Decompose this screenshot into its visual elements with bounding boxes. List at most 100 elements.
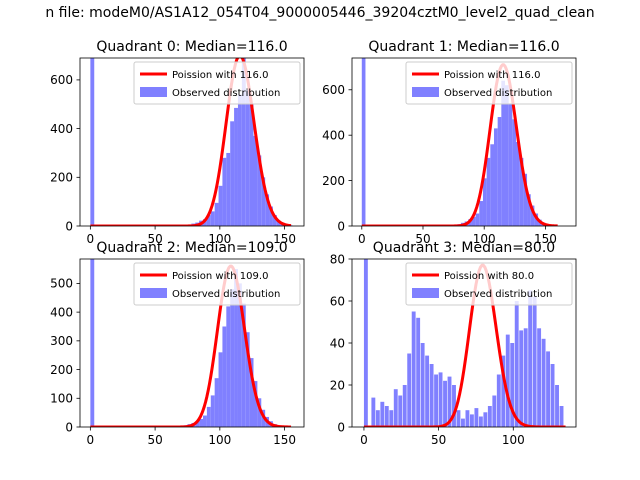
hist-bar bbox=[447, 376, 452, 427]
y-tick-label: 300 bbox=[50, 334, 73, 348]
x-tick-label: 50 bbox=[431, 433, 446, 447]
legend-label: Observed distribution bbox=[444, 88, 552, 99]
y-tick-label: 400 bbox=[50, 122, 73, 136]
legend-label: Observed distribution bbox=[172, 88, 280, 99]
hist-bar bbox=[443, 380, 447, 427]
subplot-1: 0 50 100 150 0 200 400 600 Quadrant 1: Median=11… bbox=[322, 39, 577, 246]
hist-bar bbox=[249, 104, 254, 226]
hist-bar bbox=[416, 317, 421, 427]
y-tick-label: 20 bbox=[330, 378, 345, 392]
hist-bar bbox=[245, 89, 250, 226]
hist-bar bbox=[203, 219, 207, 226]
hist-bar bbox=[528, 290, 533, 427]
hist-bar bbox=[210, 211, 215, 226]
hist-bar bbox=[257, 398, 262, 427]
y-tick-label: 0 bbox=[65, 420, 73, 434]
hist-bar bbox=[272, 215, 277, 226]
hist-bar bbox=[550, 364, 555, 427]
legend-box bbox=[133, 262, 301, 306]
y-tick-label: 60 bbox=[330, 294, 345, 308]
subplot-title: Quadrant 3: Median=80.0 bbox=[373, 240, 555, 256]
hist-bar bbox=[429, 364, 434, 427]
y-tick-label: 40 bbox=[330, 336, 345, 350]
hist-bar bbox=[253, 381, 258, 427]
hist-bar bbox=[523, 328, 528, 427]
hist-bar bbox=[222, 157, 227, 226]
hist-bar bbox=[371, 397, 376, 427]
hist-bar bbox=[469, 414, 474, 427]
hist-bar bbox=[501, 80, 506, 226]
y-tick-label: 500 bbox=[50, 277, 73, 291]
hist-bar bbox=[218, 352, 223, 427]
x-tick-label: 100 bbox=[502, 433, 525, 447]
hist-bar bbox=[389, 410, 394, 427]
hist-bar bbox=[265, 194, 270, 226]
hist-bar bbox=[501, 355, 506, 427]
hist-bar bbox=[452, 385, 456, 427]
hist-bar bbox=[90, 259, 95, 427]
hist-bar bbox=[527, 194, 531, 226]
x-tick-label: 0 bbox=[87, 232, 95, 246]
x-tick-label: 0 bbox=[358, 232, 366, 246]
hist-bar bbox=[474, 408, 479, 427]
hist-bar bbox=[257, 155, 262, 226]
hist-bar bbox=[471, 216, 476, 226]
hist-bar bbox=[493, 128, 498, 226]
poisson-line bbox=[90, 264, 292, 427]
x-tick-label: 50 bbox=[147, 232, 162, 246]
hist-bar bbox=[438, 372, 443, 427]
x-tick-label: 150 bbox=[534, 232, 557, 246]
hist-bar bbox=[384, 406, 389, 427]
y-tick-label: 80 bbox=[330, 252, 345, 266]
hist-bar bbox=[516, 142, 520, 226]
hist-bar bbox=[508, 103, 513, 226]
hist-bar bbox=[411, 311, 416, 427]
x-tick-label: 150 bbox=[273, 433, 296, 447]
legend-box bbox=[133, 61, 301, 105]
legend-label: Poission with 116.0 bbox=[172, 70, 268, 81]
hist-bar bbox=[479, 201, 483, 226]
hist-bar bbox=[237, 283, 242, 427]
hist-bar bbox=[475, 213, 480, 226]
legend-patch-swatch bbox=[140, 87, 167, 97]
hist-bar bbox=[530, 205, 535, 226]
x-tick-label: 0 bbox=[360, 433, 368, 447]
hist-bar bbox=[407, 353, 412, 427]
x-tick-label: 150 bbox=[273, 232, 296, 246]
legend-label: Poission with 109.0 bbox=[172, 271, 268, 282]
subplot-3: 0 50 100 0 20 40 60 80 Quadrant 3: Median=80.0 Po… bbox=[330, 240, 577, 447]
hist-bar bbox=[519, 330, 524, 427]
hist-bar bbox=[420, 343, 425, 427]
hist-bar bbox=[505, 85, 509, 226]
hist-bar bbox=[206, 215, 211, 226]
hist-bar bbox=[487, 406, 492, 427]
hist-bar bbox=[241, 58, 246, 226]
hist-bar bbox=[461, 418, 465, 427]
hist-bar bbox=[245, 332, 250, 427]
hist-bar bbox=[218, 185, 223, 226]
hist-bar bbox=[456, 410, 461, 427]
hist-bar bbox=[230, 289, 235, 427]
x-tick-label: 100 bbox=[473, 232, 496, 246]
hist-bar bbox=[214, 378, 219, 427]
hist-bar bbox=[512, 119, 517, 226]
hist-bar bbox=[363, 259, 368, 427]
suptitle: n file: modeM0/AS1A12_054T04_9000005446_… bbox=[45, 5, 594, 21]
hist-bar bbox=[497, 117, 502, 226]
y-tick-label: 400 bbox=[50, 305, 73, 319]
hist-bar bbox=[514, 301, 519, 427]
x-tick-label: 50 bbox=[147, 433, 162, 447]
legend-label: Observed distribution bbox=[444, 289, 552, 300]
hist-bar bbox=[361, 58, 366, 226]
hist-bar bbox=[465, 410, 470, 427]
y-tick-label: 0 bbox=[337, 219, 345, 233]
subplot-title: Quadrant 0: Median=116.0 bbox=[96, 39, 287, 55]
hist-bar bbox=[496, 374, 501, 427]
hist-bar bbox=[398, 395, 403, 427]
y-tick-label: 200 bbox=[322, 174, 345, 188]
hist-bar bbox=[555, 385, 559, 427]
x-tick-label: 100 bbox=[208, 433, 231, 447]
hist-bar bbox=[492, 395, 497, 427]
hist-bar bbox=[375, 410, 380, 427]
